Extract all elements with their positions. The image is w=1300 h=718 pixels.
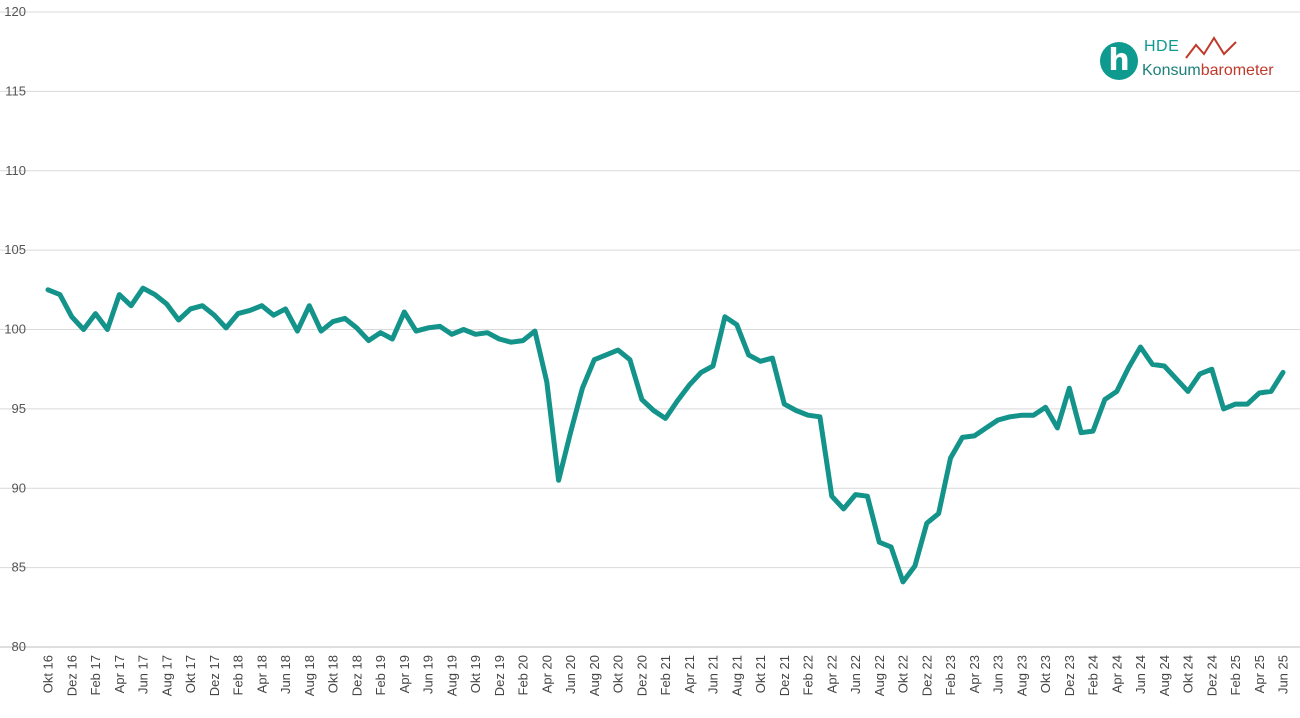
y-tick-label: 105 xyxy=(4,242,26,257)
x-tick-label: Apr 24 xyxy=(1109,655,1124,693)
x-tick-label: Okt 24 xyxy=(1181,655,1196,693)
x-tick-label: Okt 18 xyxy=(326,655,341,693)
x-tick-label: Apr 20 xyxy=(539,655,554,693)
x-tick-label: Aug 20 xyxy=(587,655,602,696)
x-tick-label: Okt 23 xyxy=(1038,655,1053,693)
x-tick-label: Jun 17 xyxy=(136,655,151,694)
x-tick-label: Okt 20 xyxy=(611,655,626,693)
y-tick-label: 115 xyxy=(5,83,26,98)
x-tick-label: Okt 21 xyxy=(753,655,768,693)
x-tick-label: Dez 19 xyxy=(492,655,507,696)
x-tick-label: Aug 17 xyxy=(159,655,174,696)
x-tick-label: Apr 25 xyxy=(1252,655,1267,693)
series-line-0 xyxy=(45,285,1286,585)
y-axis-ticks: 80 85 90 95 100 105 110 115 120 xyxy=(4,4,26,654)
x-tick-label: Okt 19 xyxy=(468,655,483,693)
x-tick-label: Jun 18 xyxy=(278,655,293,694)
series-layer xyxy=(45,285,1286,585)
y-tick-label: 90 xyxy=(12,480,26,495)
x-tick-label: Jun 24 xyxy=(1133,655,1148,694)
x-tick-label: Dez 16 xyxy=(64,655,79,696)
x-tick-label: Aug 18 xyxy=(302,655,317,696)
x-tick-label: Dez 24 xyxy=(1204,655,1219,696)
x-tick-label: Feb 17 xyxy=(88,655,103,695)
x-tick-label: Feb 23 xyxy=(943,655,958,695)
x-tick-label: Jun 23 xyxy=(991,655,1006,694)
logo-word-konsum: Konsum xyxy=(1142,62,1201,79)
x-tick-label: Apr 19 xyxy=(397,655,412,693)
x-axis-ticks: Okt 16 Dez 16 Feb 17 Apr 17 Jun 17 Aug 17 Okt … xyxy=(41,655,1291,696)
x-tick-label: Feb 21 xyxy=(658,655,673,695)
logo-circle-icon xyxy=(1100,42,1138,80)
y-tick-label: 80 xyxy=(12,639,26,654)
logo-h-glyph: h xyxy=(1108,43,1130,78)
y-tick-label: 110 xyxy=(5,163,26,178)
y-tick-label: 120 xyxy=(4,4,26,19)
x-tick-label: Jun 20 xyxy=(563,655,578,694)
x-tick-label: Okt 16 xyxy=(41,655,56,693)
x-tick-label: Dez 18 xyxy=(349,655,364,696)
x-tick-label: Feb 25 xyxy=(1228,655,1243,695)
logo-word-barometer: barometer xyxy=(1200,62,1274,79)
x-tick-label: Aug 24 xyxy=(1157,655,1172,696)
y-tick-label: 85 xyxy=(12,560,26,575)
x-tick-label: Dez 23 xyxy=(1062,655,1077,696)
x-tick-label: Feb 19 xyxy=(373,655,388,695)
x-tick-label: Dez 17 xyxy=(207,655,222,696)
x-tick-label: Okt 17 xyxy=(183,655,198,693)
logo-wordmark: Konsumbarometer xyxy=(1142,62,1274,80)
x-tick-label: Aug 19 xyxy=(444,655,459,696)
x-tick-label: Aug 21 xyxy=(729,655,744,696)
x-tick-label: Jun 21 xyxy=(706,655,721,694)
gridlines xyxy=(0,11,1300,648)
x-tick-label: Feb 18 xyxy=(231,655,246,695)
hde-konsumbarometer-logo: h HDE Konsumbarometer xyxy=(1100,36,1290,86)
y-tick-label: 100 xyxy=(4,322,26,337)
x-tick-label: Dez 21 xyxy=(777,655,792,696)
x-tick-label: Feb 22 xyxy=(801,655,816,695)
x-tick-label: Dez 22 xyxy=(919,655,934,696)
x-tick-label: Okt 22 xyxy=(896,655,911,693)
x-tick-label: Apr 18 xyxy=(254,655,269,693)
x-tick-label: Apr 21 xyxy=(682,655,697,693)
x-tick-label: Jun 19 xyxy=(421,655,436,694)
y-tick-label: 95 xyxy=(12,401,26,416)
x-tick-label: Aug 23 xyxy=(1014,655,1029,696)
logo-hde-text: HDE xyxy=(1144,38,1180,55)
x-tick-label: Feb 20 xyxy=(516,655,531,695)
x-tick-label: Dez 20 xyxy=(634,655,649,696)
x-tick-label: Aug 22 xyxy=(872,655,887,696)
x-tick-label: Apr 22 xyxy=(824,655,839,693)
x-tick-label: Jun 25 xyxy=(1276,655,1291,694)
x-tick-label: Apr 17 xyxy=(112,655,127,693)
x-tick-label: Apr 23 xyxy=(967,655,982,693)
x-tick-label: Jun 22 xyxy=(848,655,863,694)
zigzag-icon xyxy=(1185,36,1237,59)
x-tick-label: Feb 24 xyxy=(1086,655,1101,695)
